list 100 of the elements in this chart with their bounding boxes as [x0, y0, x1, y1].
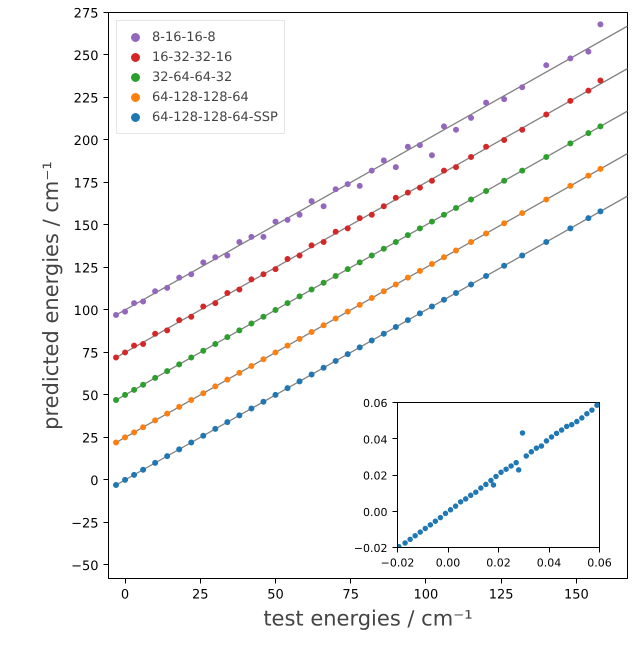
point — [356, 182, 363, 189]
point — [488, 478, 494, 484]
point — [594, 402, 600, 408]
point — [284, 216, 291, 223]
point — [260, 234, 266, 240]
point — [212, 340, 218, 347]
point — [453, 164, 460, 170]
point — [543, 62, 550, 68]
point — [122, 434, 128, 440]
point — [320, 238, 327, 245]
point — [113, 312, 120, 318]
point — [440, 123, 447, 130]
point — [416, 310, 423, 316]
point — [122, 476, 128, 483]
point — [188, 271, 194, 278]
point — [188, 397, 194, 404]
point — [368, 212, 375, 218]
point — [392, 324, 399, 330]
point — [404, 274, 411, 281]
y-tick-label: 0.00 — [363, 506, 388, 519]
point — [428, 152, 435, 158]
y-tick-label: 275 — [74, 6, 99, 22]
point — [188, 440, 194, 446]
point — [468, 196, 474, 202]
point — [501, 262, 508, 269]
point — [308, 329, 315, 336]
legend-label: 8-16-16-8 — [152, 30, 216, 44]
legend-label: 32-64-64-32 — [152, 70, 232, 84]
point — [296, 212, 303, 218]
point — [544, 438, 550, 444]
x-tick-label: −0.02 — [380, 556, 414, 570]
y-axis-title: predicted energies / cm⁻¹ — [39, 161, 64, 430]
point — [501, 220, 508, 226]
point — [519, 84, 526, 90]
point — [260, 398, 266, 405]
point — [236, 238, 242, 245]
y-tick-label: 125 — [74, 261, 99, 276]
point — [131, 342, 138, 349]
point — [140, 466, 146, 473]
y-tick-label: 0.02 — [363, 470, 388, 482]
point — [468, 281, 474, 288]
point — [113, 440, 120, 446]
point — [368, 252, 375, 259]
point — [380, 246, 387, 252]
point — [438, 514, 444, 520]
point — [519, 168, 526, 174]
point — [320, 364, 327, 371]
point — [284, 385, 291, 392]
point — [380, 203, 387, 210]
point — [296, 252, 303, 259]
point — [490, 482, 496, 488]
point — [483, 144, 490, 150]
y-tick-label: 0.06 — [363, 397, 388, 410]
point — [442, 510, 448, 516]
point — [567, 225, 574, 232]
point — [272, 349, 278, 356]
point — [332, 358, 339, 364]
point — [122, 392, 128, 398]
legend-label: 64-128-128-64-SSP — [152, 110, 278, 124]
point — [152, 330, 158, 337]
point — [483, 188, 490, 194]
point — [344, 351, 351, 358]
point — [260, 271, 266, 278]
y-tick-label: 0.04 — [363, 433, 388, 446]
point — [200, 348, 206, 354]
point — [524, 453, 530, 459]
point — [568, 422, 574, 428]
point — [122, 349, 128, 356]
x-tick-label: 125 — [488, 588, 514, 602]
x-tick-label: 0.06 — [587, 556, 612, 570]
point — [212, 426, 218, 432]
point — [164, 368, 170, 374]
x-tick-label: 150 — [564, 588, 589, 602]
point — [508, 463, 514, 469]
point — [332, 186, 339, 192]
point — [332, 272, 339, 279]
point — [164, 453, 170, 460]
point — [589, 407, 595, 413]
point — [404, 232, 411, 238]
point — [404, 317, 411, 324]
point — [440, 254, 447, 260]
point — [224, 376, 230, 383]
point — [272, 392, 278, 398]
point — [368, 295, 375, 302]
point — [597, 123, 604, 130]
point — [574, 418, 580, 424]
point — [248, 320, 254, 327]
point — [478, 485, 484, 491]
point — [272, 218, 278, 225]
point — [368, 168, 375, 174]
point — [236, 286, 242, 293]
point — [567, 98, 574, 104]
point — [236, 327, 242, 334]
point — [468, 492, 474, 498]
legend-label: 64-128-128-64 — [152, 90, 249, 104]
point — [356, 344, 363, 350]
point — [272, 306, 278, 313]
x-tick-label: 75 — [342, 588, 359, 602]
point — [453, 247, 460, 254]
point — [368, 338, 375, 344]
